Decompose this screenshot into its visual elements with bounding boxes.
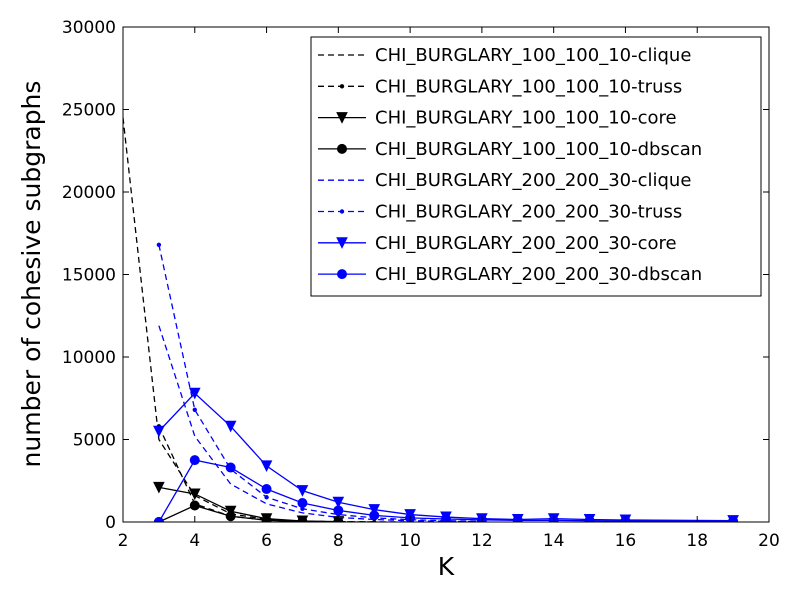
y-tick-label: 25000 — [62, 101, 116, 121]
data-point — [512, 515, 523, 522]
x-tick-label: 8 — [333, 531, 344, 551]
data-point — [260, 460, 273, 473]
legend-marker — [337, 143, 347, 154]
data-point — [189, 455, 200, 466]
legend-label: CHI_BURGLARY_100_100_10-core — [375, 108, 677, 129]
data-point — [192, 407, 197, 412]
y-tick-label: 15000 — [62, 266, 116, 286]
legend-entry: CHI_BURGLARY_200_200_30-truss — [318, 202, 682, 223]
y-tick-label: 30000 — [62, 18, 116, 38]
legend-label: CHI_BURGLARY_100_100_10-clique — [375, 45, 691, 66]
data-point — [189, 500, 200, 511]
data-point — [333, 505, 344, 516]
series-5 — [158, 325, 482, 522]
x-tick-label: 18 — [686, 531, 708, 551]
x-axis-label: K — [438, 552, 455, 581]
data-point — [261, 484, 272, 494]
legend-marker — [336, 112, 348, 124]
legend-entry: CHI_BURGLARY_100_100_10-dbscan — [318, 139, 702, 160]
legend-marker — [339, 209, 345, 214]
legend-entry: CHI_BURGLARY_200_200_30-core — [318, 233, 677, 254]
legend-label: CHI_BURGLARY_100_100_10-dbscan — [375, 139, 702, 160]
data-point — [225, 511, 236, 522]
data-point — [584, 515, 595, 522]
x-tick-label: 16 — [615, 531, 637, 551]
legend-entry: CHI_BURGLARY_100_100_10-truss — [318, 76, 682, 97]
data-point — [156, 242, 162, 247]
data-point — [188, 488, 201, 501]
x-tick-label: 6 — [261, 531, 272, 551]
series-line — [158, 244, 482, 522]
data-point — [372, 519, 377, 522]
legend-label: CHI_BURGLARY_200_200_30-truss — [375, 202, 682, 223]
data-point — [153, 481, 165, 494]
data-point — [153, 425, 165, 438]
legend-marker — [337, 269, 347, 280]
data-point — [296, 485, 309, 497]
legend-marker — [339, 84, 345, 89]
legend-label: CHI_BURGLARY_200_200_30-clique — [375, 170, 691, 191]
y-axis-label: number of cohesive subgraphs — [17, 81, 46, 468]
data-point — [264, 495, 269, 500]
y-tick-label: 10000 — [62, 348, 116, 368]
y-tick-label: 5000 — [73, 431, 116, 451]
data-point — [188, 387, 201, 400]
legend-frame — [310, 36, 762, 297]
legend-entry: CHI_BURGLARY_200_200_30-dbscan — [318, 264, 702, 285]
x-tick-label: 14 — [543, 531, 565, 551]
data-point — [153, 517, 164, 522]
legend-entry: CHI_BURGLARY_100_100_10-clique — [318, 45, 691, 66]
x-tick-label: 10 — [399, 531, 421, 551]
legend-label: CHI_BURGLARY_200_200_30-core — [375, 233, 677, 254]
data-point — [441, 514, 451, 522]
data-point — [225, 462, 236, 473]
data-point — [369, 510, 380, 521]
data-point — [728, 516, 739, 522]
legend-label: CHI_BURGLARY_100_100_10-truss — [375, 76, 682, 97]
legend-entry: CHI_BURGLARY_200_200_30-clique — [318, 170, 691, 191]
series-line — [158, 325, 482, 522]
data-point — [224, 420, 237, 433]
legend-label: CHI_BURGLARY_200_200_30-dbscan — [375, 264, 702, 285]
data-point — [297, 498, 308, 509]
legend-marker — [336, 237, 348, 249]
x-tick-label: 2 — [118, 531, 129, 551]
x-tick-label: 4 — [189, 531, 200, 551]
y-tick-label: 20000 — [62, 183, 116, 203]
data-point — [332, 496, 345, 509]
data-point — [368, 504, 381, 516]
legend-entry: CHI_BURGLARY_100_100_10-core — [318, 108, 677, 129]
x-tick-label: 12 — [471, 531, 493, 551]
legend: CHI_BURGLARY_100_100_10-clique CHI_BURGLA… — [310, 36, 762, 297]
y-tick-label: 0 — [105, 513, 116, 533]
x-tick-label: 20 — [758, 531, 780, 551]
